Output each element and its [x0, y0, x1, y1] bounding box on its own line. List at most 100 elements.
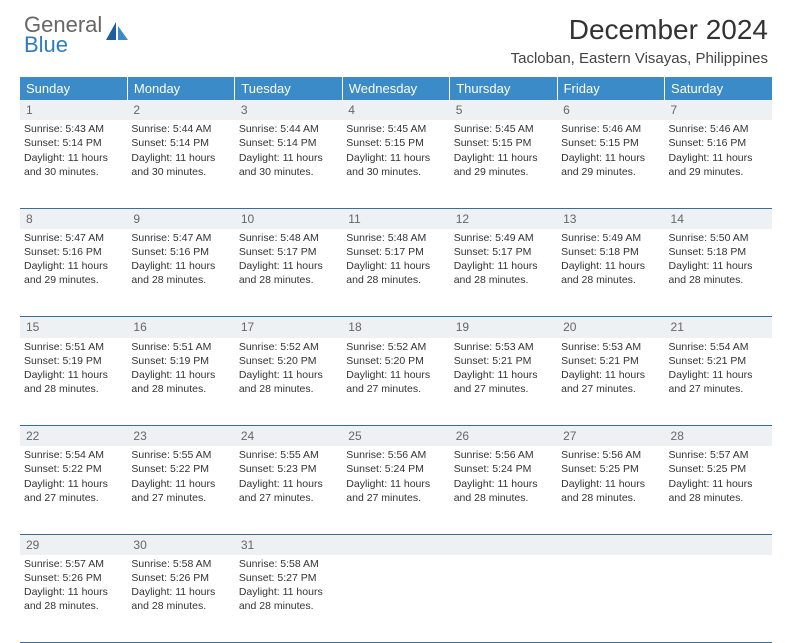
- day-number: 16: [127, 317, 234, 338]
- sunrise-line: Sunrise: 5:55 AM: [131, 448, 230, 462]
- daylight-line: Daylight: 11 hours and 28 minutes.: [669, 477, 768, 505]
- day-number: [557, 534, 664, 555]
- daylight-line: Daylight: 11 hours and 29 minutes.: [454, 151, 553, 179]
- sunset-line: Sunset: 5:14 PM: [131, 136, 230, 150]
- day-number: 7: [665, 100, 772, 120]
- sunrise-line: Sunrise: 5:43 AM: [24, 122, 123, 136]
- day-number: 24: [235, 426, 342, 447]
- sunrise-line: Sunrise: 5:53 AM: [454, 340, 553, 354]
- week-row: Sunrise: 5:47 AMSunset: 5:16 PM Daylight:…: [20, 229, 772, 317]
- sunrise-line: Sunrise: 5:48 AM: [239, 231, 338, 245]
- day-cell: Sunrise: 5:44 AMSunset: 5:14 PMDaylight:…: [235, 120, 342, 208]
- sunrise-line: Sunrise: 5:48 AM: [346, 231, 445, 245]
- sunset-line: Sunset: 5:23 PM: [239, 462, 338, 476]
- daylight-line: Daylight: 11 hours and 28 minutes.: [561, 259, 660, 287]
- day-cell: Sunrise: 5:49 AMSunset: 5:17 PMDaylight:…: [450, 229, 557, 317]
- sunset-line: Sunset: 5:15 PM: [454, 136, 553, 150]
- header: General Blue December 2024 Tacloban, Eas…: [0, 0, 792, 71]
- sunrise-line: Sunrise: 5:44 AM: [239, 122, 338, 136]
- sunset-line: Sunset: 5:19 PM: [24, 354, 123, 368]
- weekday-wednesday: Wednesday: [342, 77, 449, 100]
- logo: General Blue: [24, 14, 130, 56]
- weekday-friday: Friday: [557, 77, 664, 100]
- daynum-row: 15161718192021: [20, 317, 772, 338]
- sail-icon: [104, 20, 130, 50]
- sunset-line: Sunset: 5:15 PM: [561, 136, 660, 150]
- title-block: December 2024 Tacloban, Eastern Visayas,…: [511, 14, 768, 67]
- daylight-line: Daylight: 11 hours and 27 minutes.: [669, 368, 768, 396]
- daylight-line: Daylight: 11 hours and 30 minutes.: [239, 151, 338, 179]
- day-cell: Sunrise: 5:55 AMSunset: 5:22 PMDaylight:…: [127, 446, 234, 534]
- day-number: 6: [557, 100, 664, 120]
- day-number: 4: [342, 100, 449, 120]
- sunset-line: Sunset: 5:21 PM: [561, 354, 660, 368]
- day-number: 15: [20, 317, 127, 338]
- daylight-line: Daylight: 11 hours and 27 minutes.: [346, 368, 445, 396]
- day-number: 26: [450, 426, 557, 447]
- day-number: 11: [342, 208, 449, 229]
- sunset-line: Sunset: 5:24 PM: [454, 462, 553, 476]
- sunset-line: Sunset: 5:16 PM: [131, 245, 230, 259]
- daylight-line: Daylight: 11 hours and 28 minutes.: [24, 585, 123, 613]
- daylight-line: Daylight: 11 hours and 27 minutes.: [346, 477, 445, 505]
- sunset-line: Sunset: 5:26 PM: [24, 571, 123, 585]
- sunrise-line: Sunrise: 5:44 AM: [131, 122, 230, 136]
- sunrise-line: Sunrise: 5:46 AM: [669, 122, 768, 136]
- sunrise-line: Sunrise: 5:52 AM: [239, 340, 338, 354]
- day-cell: Sunrise: 5:43 AMSunset: 5:14 PMDaylight:…: [20, 120, 127, 208]
- week-row: Sunrise: 5:43 AM Sunset: 5:14 PM Daylight:…: [20, 120, 772, 208]
- day-cell: [342, 555, 449, 643]
- sunrise-line: Sunrise: 5:51 AM: [24, 340, 123, 354]
- sunrise-line: Sunrise: 5:58 AM: [239, 557, 338, 571]
- sunset-line: Sunset: 5:24 PM: [346, 462, 445, 476]
- day-cell: Sunrise: 5:54 AMSunset: 5:22 PMDaylight:…: [20, 446, 127, 534]
- day-cell: Sunrise: 5:53 AMSunset: 5:21 PMDaylight:…: [557, 338, 664, 426]
- week-row: Sunrise: 5:54 AMSunset: 5:22 PMDaylight:…: [20, 446, 772, 534]
- daylight-line: Daylight: 11 hours and 27 minutes.: [239, 477, 338, 505]
- logo-line2: Blue: [24, 34, 102, 56]
- week-row: Sunrise: 5:57 AMSunset: 5:26 PMDaylight:…: [20, 555, 772, 643]
- daylight-line: Daylight: 11 hours and 28 minutes.: [24, 368, 123, 396]
- sunset-line: Sunset: 5:26 PM: [131, 571, 230, 585]
- day-number: 18: [342, 317, 449, 338]
- day-cell: Sunrise: 5:56 AMSunset: 5:24 PMDaylight:…: [342, 446, 449, 534]
- day-cell: Sunrise: 5:46 AMSunset: 5:15 PMDaylight:…: [557, 120, 664, 208]
- day-cell: Sunrise: 5:49 AMSunset: 5:18 PMDaylight:…: [557, 229, 664, 317]
- daynum-row: 293031: [20, 534, 772, 555]
- day-cell: Sunrise: 5:47 AMSunset: 5:16 PMDaylight:…: [127, 229, 234, 317]
- day-cell: Sunrise: 5:45 AMSunset: 5:15 PMDaylight:…: [342, 120, 449, 208]
- day-number: [665, 534, 772, 555]
- sunrise-line: Sunrise: 5:53 AM: [561, 340, 660, 354]
- sunset-line: Sunset: 5:17 PM: [346, 245, 445, 259]
- sunset-line: Sunset: 5:27 PM: [239, 571, 338, 585]
- sunrise-line: Sunrise: 5:54 AM: [24, 448, 123, 462]
- sunrise-line: Sunrise: 5:54 AM: [669, 340, 768, 354]
- daylight-line: Daylight: 11 hours and 28 minutes.: [669, 259, 768, 287]
- daylight-line: Daylight: 11 hours and 28 minutes.: [239, 259, 338, 287]
- week-row: Sunrise: 5:51 AMSunset: 5:19 PMDaylight:…: [20, 338, 772, 426]
- calendar-body: 1234567Sunrise: 5:43 AMSunset: 5:14 PMDa…: [20, 100, 772, 643]
- daylight-line: Daylight: 11 hours and 27 minutes.: [24, 477, 123, 505]
- day-cell: [665, 555, 772, 643]
- day-cell: [450, 555, 557, 643]
- daylight-line: Daylight: 11 hours and 29 minutes.: [561, 151, 660, 179]
- daylight-line: Daylight: 11 hours and 27 minutes.: [131, 477, 230, 505]
- day-number: 28: [665, 426, 772, 447]
- sunset-line: Sunset: 5:25 PM: [669, 462, 768, 476]
- day-cell: Sunrise: 5:52 AMSunset: 5:20 PMDaylight:…: [235, 338, 342, 426]
- weekday-tuesday: Tuesday: [235, 77, 342, 100]
- day-cell: Sunrise: 5:51 AMSunset: 5:19 PMDaylight:…: [127, 338, 234, 426]
- sunrise-line: Sunrise: 5:57 AM: [24, 557, 123, 571]
- day-number: 27: [557, 426, 664, 447]
- day-number: 1: [20, 100, 127, 120]
- day-number: 13: [557, 208, 664, 229]
- sunset-line: Sunset: 5:17 PM: [239, 245, 338, 259]
- sunrise-line: Sunrise: 5:46 AM: [561, 122, 660, 136]
- daylight-line: Daylight: 11 hours and 30 minutes.: [24, 151, 123, 179]
- sunset-line: Sunset: 5:21 PM: [669, 354, 768, 368]
- daylight-line: Daylight: 11 hours and 28 minutes.: [131, 368, 230, 396]
- day-number: 20: [557, 317, 664, 338]
- sunrise-line: Sunrise: 5:47 AM: [131, 231, 230, 245]
- sunrise-line: Sunrise: 5:45 AM: [346, 122, 445, 136]
- day-number: 22: [20, 426, 127, 447]
